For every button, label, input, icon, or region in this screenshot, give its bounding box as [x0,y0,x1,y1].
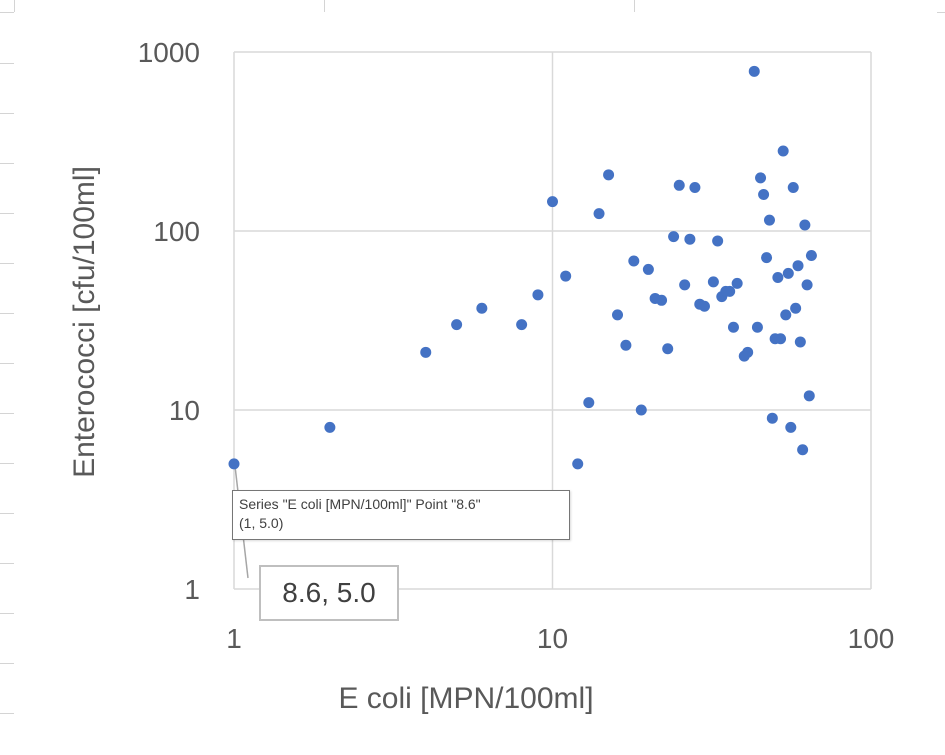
data-point[interactable] [547,196,558,208]
data-point[interactable] [532,289,544,301]
data-point[interactable] [707,276,719,288]
data-point[interactable] [731,277,743,289]
data-point[interactable] [635,404,647,416]
data-point[interactable] [775,333,787,345]
data-point[interactable] [324,421,336,433]
data-point[interactable] [763,214,775,226]
data-point[interactable] [476,302,488,314]
chart-area[interactable] [14,12,937,755]
x-tick-label: 10 [537,623,568,654]
data-point[interactable] [761,252,773,264]
y-tick-label: 10 [169,395,200,426]
data-point[interactable] [656,294,668,306]
data-point[interactable] [698,300,710,312]
data-point[interactable] [797,444,809,456]
data-point[interactable] [727,321,739,333]
y-tick-label: 100 [153,216,200,247]
data-point[interactable] [790,302,802,314]
y-tick-label: 1000 [138,37,200,68]
data-point[interactable] [228,458,240,470]
y-axis-title: Enterococci [cfu/100ml] [68,166,101,478]
data-point[interactable] [782,267,794,279]
data-point[interactable] [516,319,528,331]
data-point[interactable] [758,188,770,200]
data-point[interactable] [742,346,754,358]
data-point[interactable] [780,309,792,321]
x-tick-label: 100 [848,623,895,654]
x-tick-label: 1 [226,623,242,654]
data-point[interactable] [755,172,767,184]
data-point[interactable] [772,271,784,283]
data-point[interactable] [572,458,584,470]
data-point[interactable] [799,219,811,231]
data-point[interactable] [673,179,685,191]
data-point[interactable] [748,65,760,77]
data-point[interactable] [612,309,624,321]
data-point[interactable] [785,421,797,433]
data-point[interactable] [662,343,674,355]
data-point[interactable] [583,397,595,409]
data-point[interactable] [787,181,799,193]
data-point[interactable] [724,285,736,297]
data-point[interactable] [593,208,605,220]
data-point[interactable] [684,233,696,245]
data-point[interactable] [794,336,806,348]
data-point[interactable] [803,390,815,402]
data-point[interactable] [668,231,680,243]
data-point[interactable] [766,412,778,424]
tooltip-series-line: Series "E coli [MPN/100ml]" Point "8.6" [239,496,481,512]
data-point[interactable] [751,321,763,333]
x-axis-title: E coli [MPN/100ml] [338,682,593,715]
data-points[interactable] [228,65,817,470]
data-label[interactable]: 8.6, 5.0 [259,565,399,621]
data-point[interactable] [801,279,813,291]
data-point[interactable] [560,270,572,282]
data-point[interactable] [679,279,691,291]
data-point[interactable] [451,319,463,331]
data-point[interactable] [420,346,432,358]
data-point[interactable] [777,145,789,157]
data-point[interactable] [792,260,804,272]
tick-labels: 1 10 100 1 10 100 1000 [138,37,895,654]
data-point[interactable] [712,235,724,247]
data-point[interactable] [642,263,654,275]
data-point[interactable] [603,169,615,181]
data-label-text: 8.6, 5.0 [282,577,376,608]
y-tick-label: 1 [184,574,200,605]
data-point[interactable] [628,255,640,267]
data-point[interactable] [689,181,701,193]
point-tooltip: Series "E coli [MPN/100ml]" Point "8.6" … [232,490,570,540]
data-point[interactable] [620,339,632,351]
tooltip-value-line: (1, 5.0) [239,515,284,531]
data-point[interactable] [805,249,817,261]
